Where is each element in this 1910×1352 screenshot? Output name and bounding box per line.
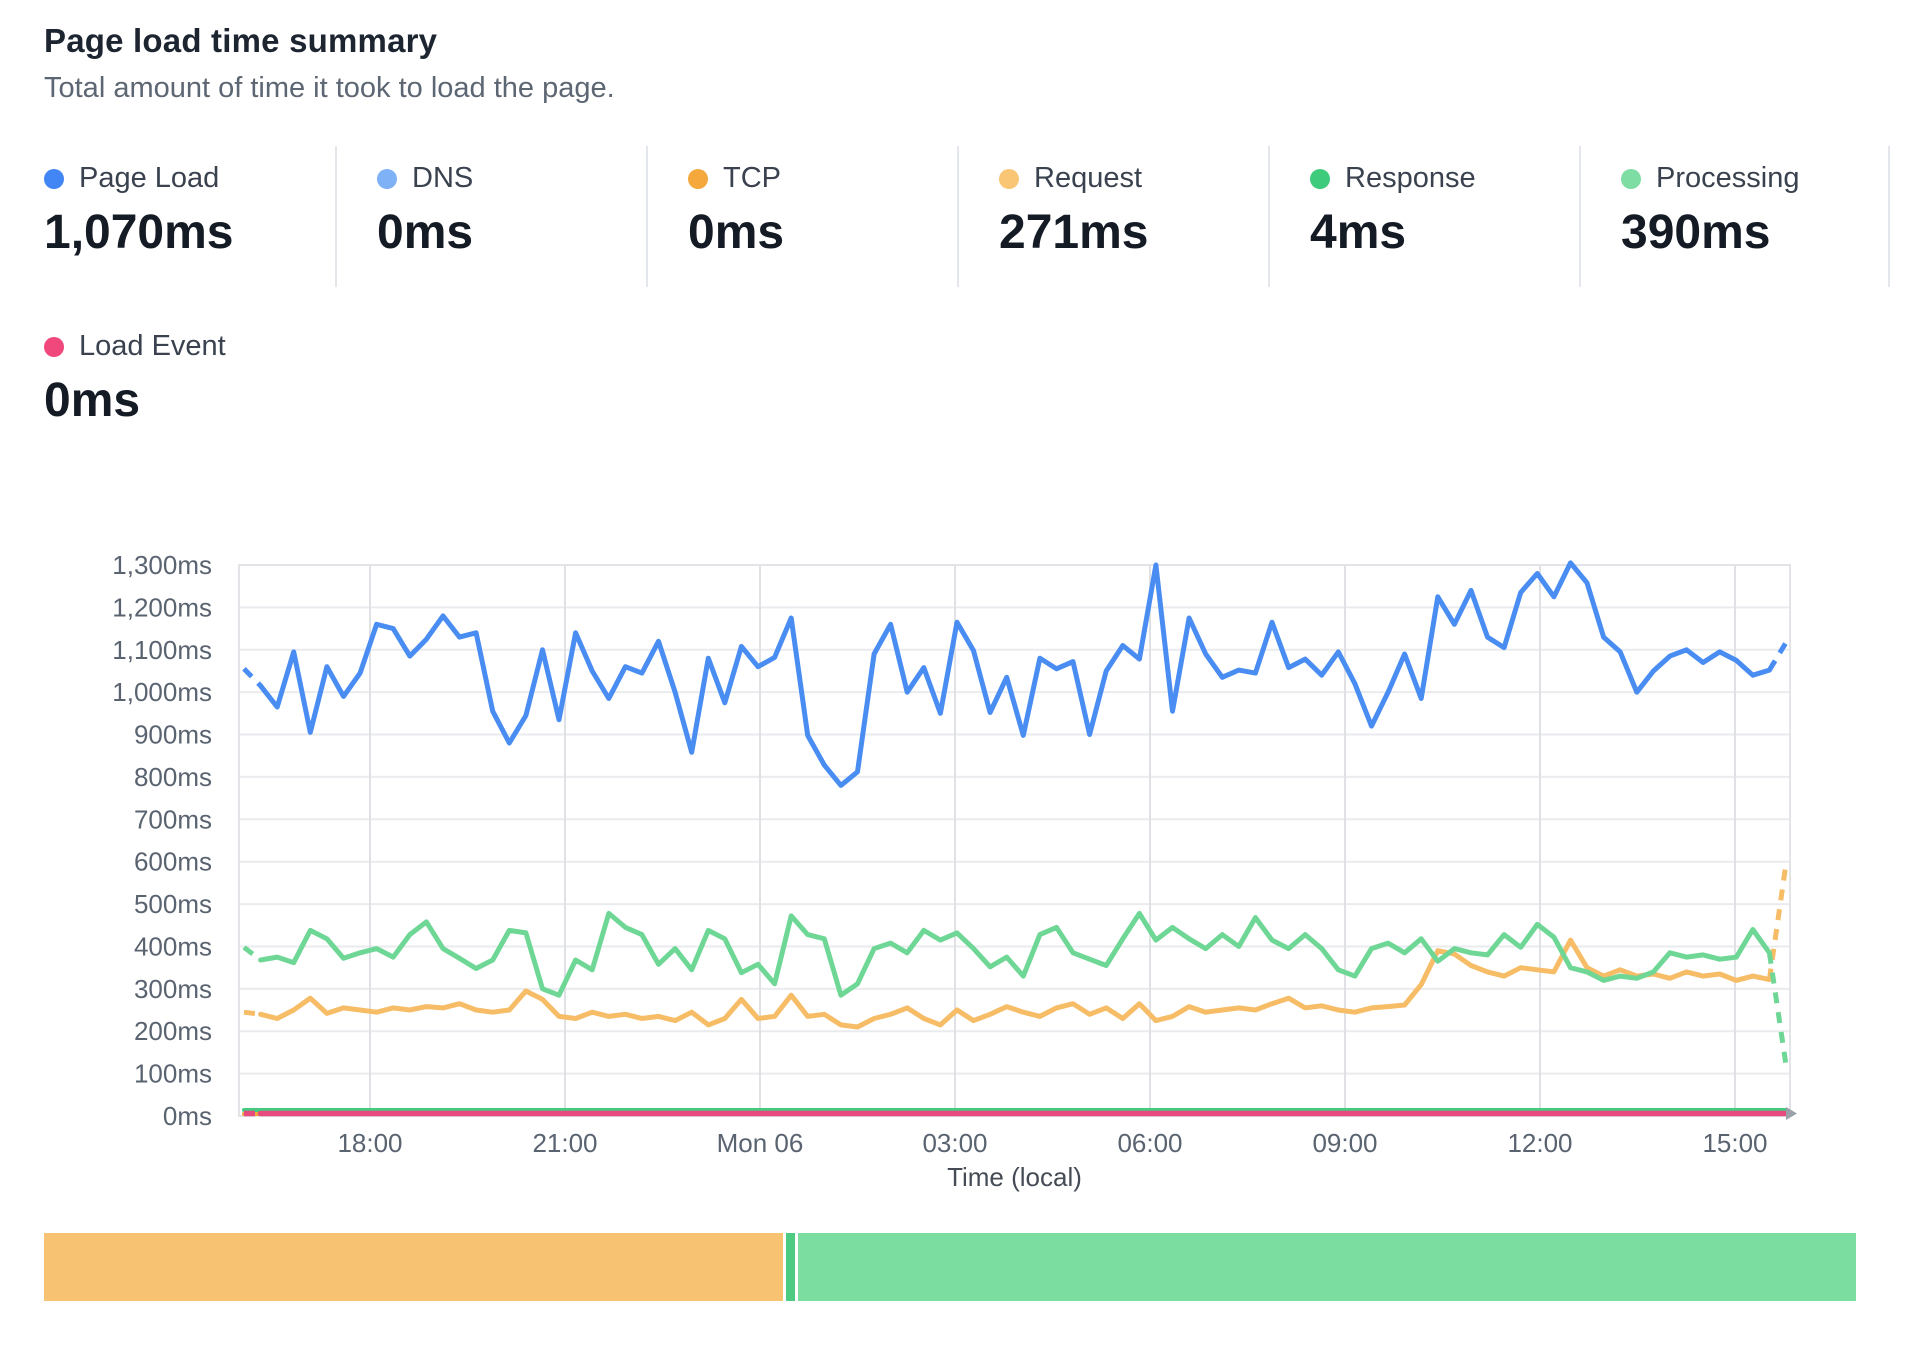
legend-item-load-event[interactable]: Load Event 0ms: [44, 330, 226, 428]
x-axis-tick-label: Mon 06: [717, 1128, 804, 1158]
series-request-line: [258, 937, 1772, 1030]
timeline-bar: [44, 1233, 1856, 1301]
legend-item-tcp[interactable]: TCP 0ms: [646, 146, 957, 287]
y-axis-tick-label: 500ms: [134, 889, 212, 919]
series-processing-line: [242, 945, 263, 962]
x-axis-tick-label: 03:00: [922, 1128, 987, 1158]
page-title: Page load time summary: [44, 22, 438, 59]
plot-border: [238, 564, 1791, 1117]
y-axis-tick-label: 900ms: [134, 720, 212, 750]
y-axis-tick-label: 1,200ms: [112, 592, 212, 622]
legend-item-response[interactable]: Response 4ms: [1268, 146, 1579, 287]
legend-label: Processing: [1656, 162, 1800, 194]
y-axis-tick-label: 700ms: [134, 804, 212, 834]
legend-item-processing[interactable]: Processing 390ms: [1579, 146, 1890, 287]
dns-dot-icon: [377, 168, 397, 189]
series-request-line: [243, 1009, 261, 1017]
y-axis-tick-label: 200ms: [134, 1016, 212, 1046]
x-axis-title: Time (local): [947, 1162, 1082, 1192]
request-dot-icon: [999, 168, 1019, 189]
x-axis-tick-label: 18:00: [337, 1128, 402, 1158]
legend-value: 1,070ms: [44, 206, 234, 259]
legend-value: 390ms: [1621, 206, 1771, 259]
legend-item-dns[interactable]: DNS 0ms: [335, 146, 646, 287]
x-axis-tick-label: 06:00: [1117, 1128, 1182, 1158]
legend-value: 0ms: [688, 206, 785, 259]
legend-stats-row: Page Load 1,070ms DNS 0ms TCP 0ms Reques…: [44, 146, 1890, 287]
response-dot-icon: [1310, 168, 1330, 189]
page-load-dot-icon: [44, 168, 64, 189]
x-axis-tick-label: 15:00: [1702, 1128, 1767, 1158]
series-page-load-line: [258, 560, 1772, 788]
legend-item-page-load[interactable]: Page Load 1,070ms: [44, 146, 335, 287]
y-axis-tick-label: 800ms: [134, 762, 212, 792]
legend-label: DNS: [412, 162, 474, 194]
bar-segment-processing: [797, 1233, 1856, 1301]
y-axis-tick-label: 0ms: [163, 1101, 212, 1131]
x-axis-tick-label: 09:00: [1312, 1128, 1377, 1158]
tcp-dot-icon: [688, 168, 708, 189]
y-axis-tick-label: 100ms: [134, 1059, 212, 1089]
y-axis-tick-label: 600ms: [134, 847, 212, 877]
chart-canvas[interactable]: 0ms 100ms 200ms 300ms 400ms 500ms 600ms 700ms 80…: [0, 440, 1910, 1230]
y-axis-tick-label: 1,300ms: [112, 550, 212, 580]
series-page-load-line: [242, 667, 263, 688]
legend-label: Request: [1034, 162, 1143, 194]
y-axis-tick-label: 300ms: [134, 974, 212, 1004]
legend-item-request[interactable]: Request 271ms: [957, 146, 1268, 287]
bar-segment-request: [44, 1233, 783, 1301]
legend-label: TCP: [723, 162, 781, 194]
series-page-load-line: [1767, 641, 1789, 672]
page-subtitle: Total amount of time it took to load the…: [44, 72, 615, 104]
x-axis-tick-label: 21:00: [532, 1128, 597, 1158]
legend-label: Page Load: [79, 162, 220, 194]
legend-value: 271ms: [999, 206, 1149, 259]
load-event-dot-icon: [44, 336, 64, 357]
legend-value: 4ms: [1310, 206, 1407, 259]
axis-end-arrow-icon: [1786, 1107, 1797, 1120]
y-axis-tick-label: 1,000ms: [112, 677, 212, 707]
legend-label: Response: [1345, 162, 1476, 194]
y-axis-tick-label: 1,100ms: [112, 635, 212, 665]
processing-dot-icon: [1621, 168, 1641, 189]
bar-segment-response: [785, 1233, 795, 1301]
x-axis-tick-label: 12:00: [1507, 1128, 1572, 1158]
legend-label: Load Event: [79, 330, 226, 362]
y-axis-tick-label: 400ms: [134, 931, 212, 961]
legend-value: 0ms: [44, 374, 141, 427]
series-processing-line: [258, 910, 1772, 998]
legend-value: 0ms: [377, 206, 474, 259]
